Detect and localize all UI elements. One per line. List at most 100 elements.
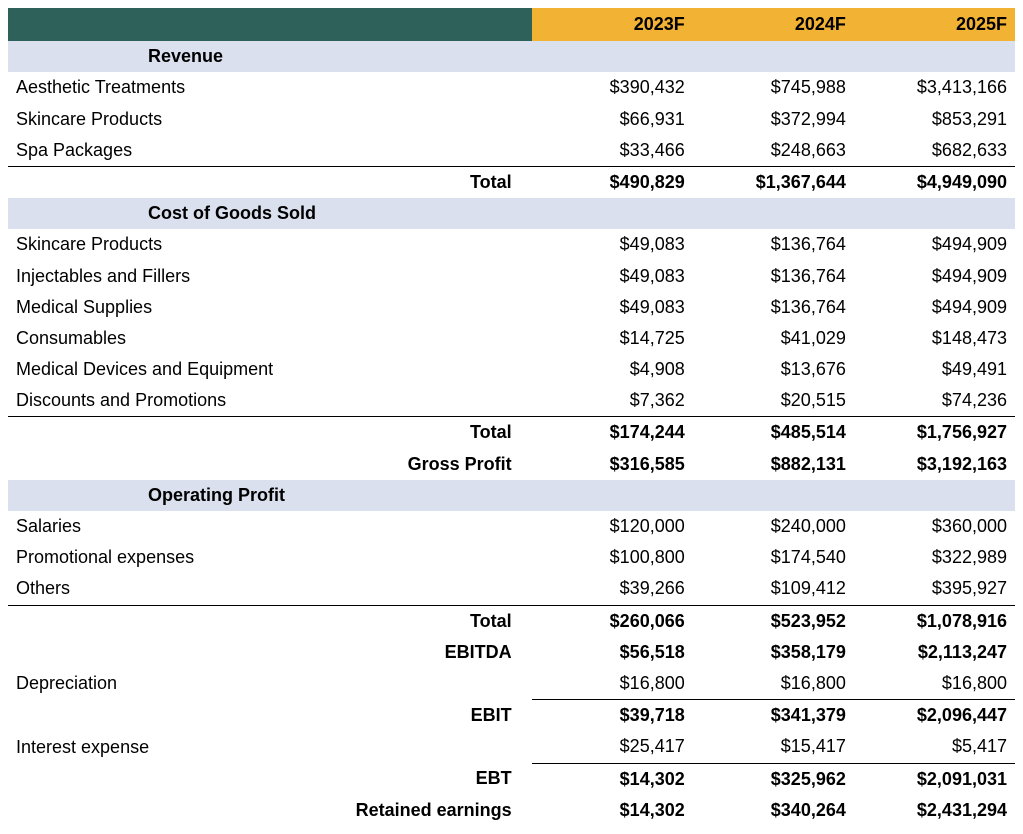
row-label: Discounts and Promotions	[8, 385, 532, 417]
row-value: $4,908	[532, 354, 693, 385]
depreciation-value: $16,800	[532, 668, 693, 700]
section-cogs-title: Cost of Goods Sold	[8, 201, 524, 226]
ebitda-label: EBITDA	[8, 637, 532, 668]
ebt-row: EBT $14,302 $325,962 $2,091,031	[8, 763, 1015, 795]
financial-table: 2023F 2024F 2025F Revenue Aesthetic Trea…	[8, 8, 1015, 826]
total-value: $260,066	[532, 605, 693, 637]
ebt-value: $2,091,031	[854, 763, 1015, 795]
interest-label: Interest expense	[8, 731, 532, 763]
row-value: $136,764	[693, 229, 854, 260]
ebit-value: $39,718	[532, 700, 693, 732]
interest-value: $15,417	[693, 731, 854, 763]
depreciation-label: Depreciation	[8, 668, 532, 700]
table-row: Consumables $14,725 $41,029 $148,473	[8, 323, 1015, 354]
interest-value: $5,417	[854, 731, 1015, 763]
total-value: $523,952	[693, 605, 854, 637]
retained-value: $340,264	[693, 795, 854, 826]
table-row: Medical Devices and Equipment $4,908 $13…	[8, 354, 1015, 385]
row-value: $3,413,166	[854, 72, 1015, 103]
row-value: $853,291	[854, 104, 1015, 135]
row-value: $136,764	[693, 292, 854, 323]
row-value: $248,663	[693, 135, 854, 167]
table-row: Discounts and Promotions $7,362 $20,515 …	[8, 385, 1015, 417]
row-value: $13,676	[693, 354, 854, 385]
ebit-value: $341,379	[693, 700, 854, 732]
row-value: $745,988	[693, 72, 854, 103]
total-value: $485,514	[693, 417, 854, 449]
row-value: $74,236	[854, 385, 1015, 417]
gross-profit-value: $316,585	[532, 449, 693, 480]
row-value: $494,909	[854, 292, 1015, 323]
table-row: Aesthetic Treatments $390,432 $745,988 $…	[8, 72, 1015, 103]
table-row: Promotional expenses $100,800 $174,540 $…	[8, 542, 1015, 573]
section-revenue-title: Revenue	[8, 44, 524, 69]
row-value: $360,000	[854, 511, 1015, 542]
row-value: $240,000	[693, 511, 854, 542]
depreciation-value: $16,800	[854, 668, 1015, 700]
section-operating-title: Operating Profit	[8, 483, 524, 508]
row-label: Aesthetic Treatments	[8, 72, 532, 103]
retained-label: Retained earnings	[8, 795, 532, 826]
header-blank-cell	[8, 8, 532, 41]
row-value: $494,909	[854, 229, 1015, 260]
retained-value: $14,302	[532, 795, 693, 826]
row-value: $100,800	[532, 542, 693, 573]
row-value: $33,466	[532, 135, 693, 167]
row-value: $109,412	[693, 573, 854, 605]
gross-profit-label: Gross Profit	[8, 449, 532, 480]
ebt-label: EBT	[8, 763, 532, 795]
row-label: Salaries	[8, 511, 532, 542]
table-row: Skincare Products $49,083 $136,764 $494,…	[8, 229, 1015, 260]
interest-value: $25,417	[532, 731, 693, 763]
row-label: Skincare Products	[8, 229, 532, 260]
row-value: $682,633	[854, 135, 1015, 167]
total-value: $174,244	[532, 417, 693, 449]
interest-row: Interest expense $25,417 $15,417 $5,417	[8, 731, 1015, 763]
section-cogs-header: Cost of Goods Sold	[8, 198, 1015, 229]
row-value: $66,931	[532, 104, 693, 135]
row-label: Medical Devices and Equipment	[8, 354, 532, 385]
ebt-value: $14,302	[532, 763, 693, 795]
gross-profit-row: Gross Profit $316,585 $882,131 $3,192,16…	[8, 449, 1015, 480]
retained-value: $2,431,294	[854, 795, 1015, 826]
ebitda-value: $358,179	[693, 637, 854, 668]
ebit-value: $2,096,447	[854, 700, 1015, 732]
cogs-total-row: Total $174,244 $485,514 $1,756,927	[8, 417, 1015, 449]
row-value: $49,491	[854, 354, 1015, 385]
row-label: Injectables and Fillers	[8, 261, 532, 292]
retained-earnings-row: Retained earnings $14,302 $340,264 $2,43…	[8, 795, 1015, 826]
table-row: Spa Packages $33,466 $248,663 $682,633	[8, 135, 1015, 167]
table-row: Others $39,266 $109,412 $395,927	[8, 573, 1015, 605]
row-value: $20,515	[693, 385, 854, 417]
total-value: $1,367,644	[693, 166, 854, 198]
row-label: Consumables	[8, 323, 532, 354]
total-value: $1,078,916	[854, 605, 1015, 637]
row-value: $7,362	[532, 385, 693, 417]
gross-profit-value: $882,131	[693, 449, 854, 480]
total-value: $4,949,090	[854, 166, 1015, 198]
ebit-row: EBIT $39,718 $341,379 $2,096,447	[8, 700, 1015, 732]
gross-profit-value: $3,192,163	[854, 449, 1015, 480]
ebit-label: EBIT	[8, 700, 532, 732]
row-value: $322,989	[854, 542, 1015, 573]
section-operating-header: Operating Profit	[8, 480, 1015, 511]
ebt-value: $325,962	[693, 763, 854, 795]
row-value: $49,083	[532, 292, 693, 323]
row-value: $41,029	[693, 323, 854, 354]
operating-total-row: Total $260,066 $523,952 $1,078,916	[8, 605, 1015, 637]
section-revenue-header: Revenue	[8, 41, 1015, 72]
depreciation-value: $16,800	[693, 668, 854, 700]
row-value: $390,432	[532, 72, 693, 103]
total-label: Total	[8, 166, 532, 198]
row-value: $14,725	[532, 323, 693, 354]
row-label: Promotional expenses	[8, 542, 532, 573]
row-label: Skincare Products	[8, 104, 532, 135]
row-value: $39,266	[532, 573, 693, 605]
row-label: Spa Packages	[8, 135, 532, 167]
depreciation-row: Depreciation $16,800 $16,800 $16,800	[8, 668, 1015, 700]
header-year-2025: 2025F	[854, 8, 1015, 41]
ebitda-value: $56,518	[532, 637, 693, 668]
row-value: $120,000	[532, 511, 693, 542]
total-label: Total	[8, 417, 532, 449]
revenue-total-row: Total $490,829 $1,367,644 $4,949,090	[8, 166, 1015, 198]
